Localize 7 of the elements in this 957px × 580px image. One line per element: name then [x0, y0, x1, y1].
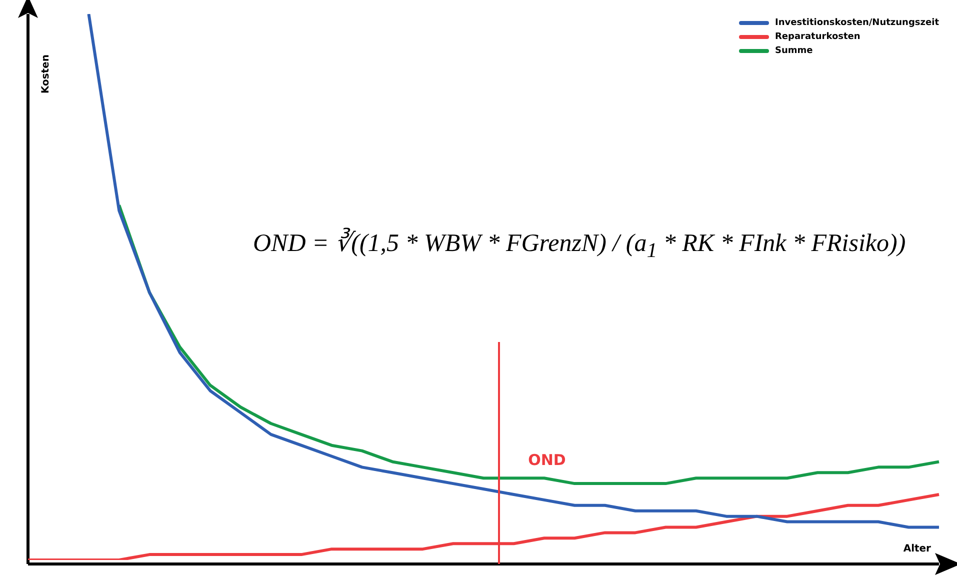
legend-label: Reparaturkosten: [774, 32, 860, 42]
annotation: OND: [528, 450, 566, 469]
legend-label: Investitionskosten/Nutzungszeit: [774, 18, 939, 28]
x-axis-title: Alter: [903, 544, 932, 555]
legend-label: Summe: [774, 46, 813, 56]
y-axis-title: Kosten: [40, 54, 52, 94]
annotation: OND = ∛((1,5 * WBW * FGrenzN) / (a$_{1}$ * RK * FInk * FRisiko)): [253, 228, 906, 263]
